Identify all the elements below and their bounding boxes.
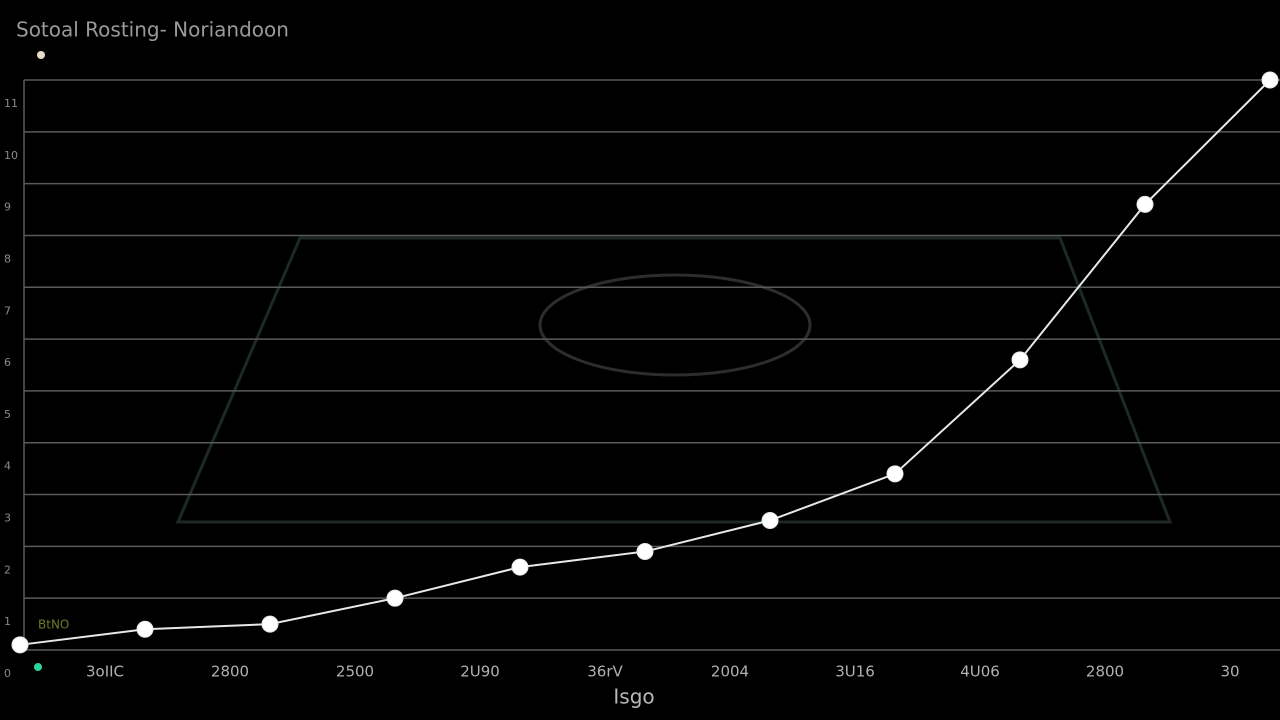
x-tick-label: 36rV	[587, 663, 623, 681]
y-tick-label: 1	[4, 615, 11, 628]
point	[511, 558, 529, 576]
point	[11, 636, 29, 654]
point	[636, 543, 654, 561]
y-tick-label: 6	[4, 356, 11, 369]
y-tick-label: 11	[4, 97, 18, 110]
point	[1136, 195, 1154, 213]
y-tick-label: 2	[4, 563, 11, 576]
y-tick-label: 4	[4, 460, 11, 473]
point	[261, 615, 279, 633]
decoration-dot	[37, 51, 45, 59]
x-tick-label: 3oIIC	[86, 663, 124, 681]
x-tick-label: 4U06	[960, 663, 1000, 681]
point	[1011, 351, 1029, 369]
y-tick-label: 0	[4, 667, 11, 680]
y-tick-label: 7	[4, 304, 11, 317]
x-tick-label: 2500	[336, 663, 374, 681]
y-tick-label: 5	[4, 408, 11, 421]
point	[761, 511, 779, 529]
y-tick-label: 9	[4, 201, 11, 214]
x-tick-label: 30	[1220, 663, 1239, 681]
x-tick-label: 2004	[711, 663, 749, 681]
chart-title: Sotoal Rosting- Noriandoon	[16, 18, 289, 42]
y-tick-label: 3	[4, 512, 11, 525]
x-tick-label: 3U16	[835, 663, 875, 681]
point	[136, 620, 154, 638]
y-tick-label: 10	[4, 149, 18, 162]
x-tick-label: 2800	[211, 663, 249, 681]
point	[886, 465, 904, 483]
x-axis-label: Isgo	[613, 685, 654, 709]
annotation: BtNO	[38, 618, 69, 632]
y-tick-label: 8	[4, 252, 11, 265]
point	[1261, 71, 1279, 89]
point	[386, 589, 404, 607]
background-decoration	[175, 236, 1173, 524]
decoration-dot	[34, 663, 42, 671]
line	[19, 79, 1271, 646]
x-tick-label: 2800	[1086, 663, 1124, 681]
x-tick-label: 2U90	[460, 663, 500, 681]
